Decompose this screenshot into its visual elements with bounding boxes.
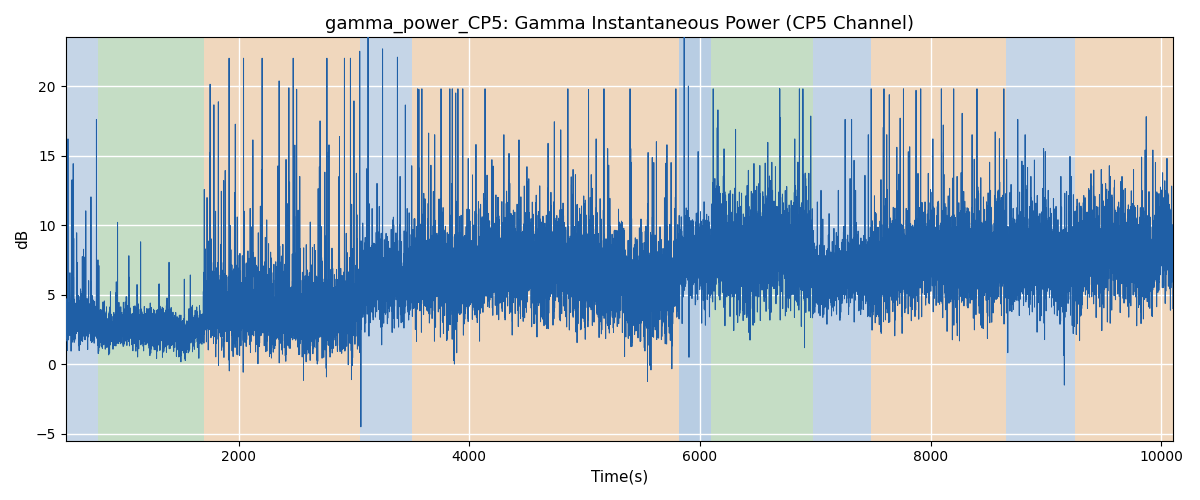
Title: gamma_power_CP5: Gamma Instantaneous Power (CP5 Channel): gamma_power_CP5: Gamma Instantaneous Pow… [325, 15, 913, 34]
X-axis label: Time(s): Time(s) [590, 470, 648, 485]
Bar [712, 38, 812, 440]
Bar [812, 38, 871, 440]
Bar [412, 38, 679, 440]
Y-axis label: dB: dB [16, 229, 30, 249]
Bar [66, 38, 98, 440]
Bar [1006, 38, 1075, 440]
Bar [679, 38, 712, 440]
Bar [360, 38, 412, 440]
Bar [871, 38, 1006, 440]
Bar [204, 38, 360, 440]
Bar [98, 38, 204, 440]
Bar [1075, 38, 1172, 440]
